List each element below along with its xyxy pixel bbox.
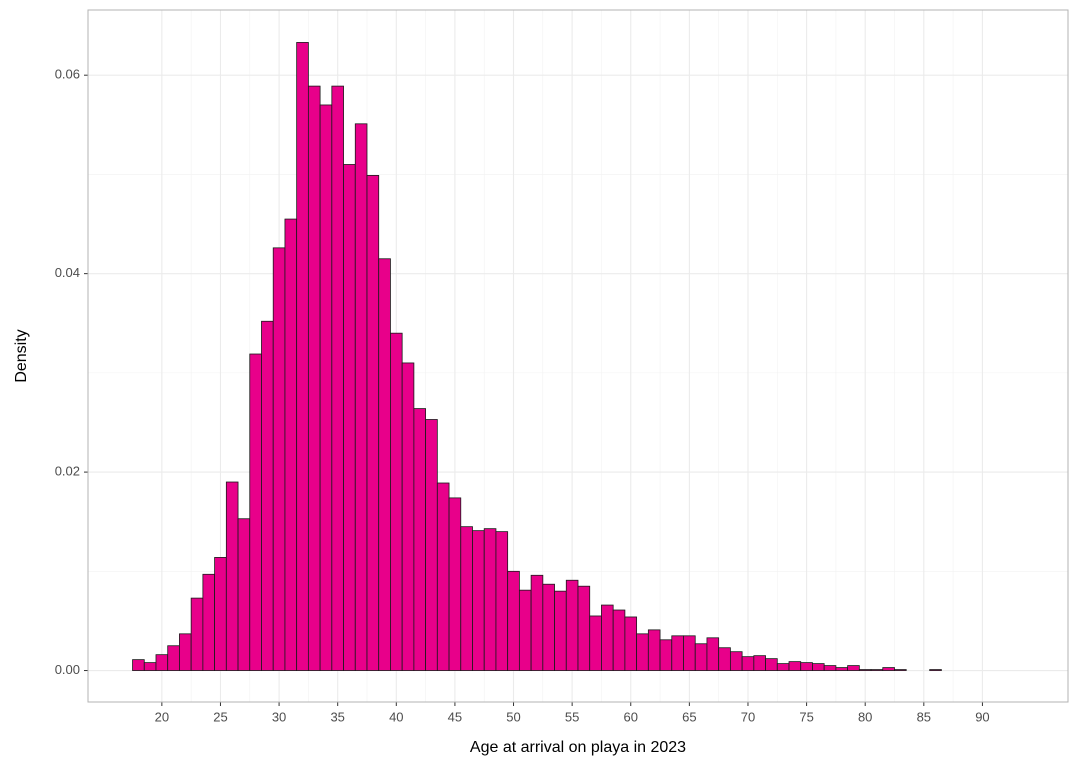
x-tick-label: 85	[917, 709, 931, 724]
bar	[694, 643, 708, 671]
bar	[577, 585, 591, 671]
x-tick-label: 55	[565, 709, 579, 724]
bar	[565, 579, 579, 671]
bar	[495, 531, 509, 671]
bar	[307, 85, 321, 671]
x-tick-label: 40	[389, 709, 403, 724]
bar	[741, 656, 755, 671]
bar	[354, 123, 368, 671]
x-tick-label: 90	[975, 709, 989, 724]
bar	[460, 526, 473, 671]
y-tick-label: 0.00	[55, 662, 80, 677]
bar	[612, 609, 626, 671]
x-axis-title: Age at arrival on playa in 2023	[470, 739, 686, 756]
bar	[659, 639, 673, 671]
x-tick-label: 45	[448, 709, 462, 724]
bar	[202, 573, 216, 671]
bar	[589, 615, 602, 671]
bar	[647, 629, 661, 671]
x-tick-label: 25	[213, 709, 227, 724]
bar	[366, 175, 380, 671]
x-tick-label: 70	[741, 709, 755, 724]
bar	[284, 218, 298, 671]
bar	[132, 659, 145, 671]
bar	[554, 590, 567, 671]
y-tick-label: 0.04	[55, 265, 80, 280]
bar	[143, 662, 157, 671]
bar	[261, 320, 274, 671]
bar	[624, 616, 638, 671]
bar	[155, 654, 169, 671]
bar	[483, 528, 497, 671]
bar	[167, 645, 180, 671]
panel-border	[87, 9, 1069, 703]
bar	[812, 663, 825, 671]
bar	[249, 353, 262, 671]
bar	[448, 497, 462, 671]
x-tick-label: 35	[330, 709, 344, 724]
bar	[190, 597, 204, 671]
bar	[823, 665, 837, 671]
bar	[331, 85, 344, 671]
bar	[706, 637, 720, 671]
bar	[800, 662, 813, 671]
x-tick-label: 20	[155, 709, 169, 724]
x-tick-label: 80	[858, 709, 872, 724]
bar	[671, 635, 684, 671]
bar	[601, 604, 614, 671]
bar	[378, 258, 391, 671]
bar	[542, 583, 555, 671]
bar	[765, 658, 778, 671]
x-tick-label: 65	[682, 709, 696, 724]
bar	[272, 247, 286, 671]
bar	[413, 408, 427, 671]
bar	[776, 663, 790, 671]
bar	[296, 42, 309, 671]
bar	[929, 669, 942, 671]
bar	[425, 419, 438, 671]
bar	[530, 574, 544, 671]
bar	[753, 655, 766, 671]
bar	[436, 482, 450, 671]
bar	[214, 557, 227, 671]
bar	[870, 669, 884, 671]
bar	[894, 669, 907, 671]
bar	[636, 633, 649, 671]
bar	[401, 362, 415, 671]
bar	[237, 518, 251, 671]
bar	[518, 589, 532, 671]
bar	[847, 665, 860, 671]
bar	[718, 647, 731, 671]
bar	[390, 332, 403, 671]
y-tick-label: 0.06	[55, 67, 80, 82]
bar	[319, 104, 333, 671]
bar	[858, 669, 872, 671]
x-tick-label: 75	[799, 709, 813, 724]
bar	[882, 667, 895, 671]
x-tick-label: 60	[624, 709, 638, 724]
bar	[507, 570, 520, 671]
bar	[729, 651, 743, 671]
bar	[788, 661, 802, 671]
bar	[683, 635, 696, 671]
bar	[225, 481, 239, 671]
y-axis-title: Density	[13, 329, 30, 382]
x-tick-label: 30	[272, 709, 286, 724]
y-tick-label: 0.02	[55, 464, 80, 479]
bar	[179, 633, 192, 671]
bar	[343, 164, 356, 671]
bar	[835, 667, 849, 671]
bar	[472, 530, 485, 671]
x-tick-label: 50	[506, 709, 520, 724]
